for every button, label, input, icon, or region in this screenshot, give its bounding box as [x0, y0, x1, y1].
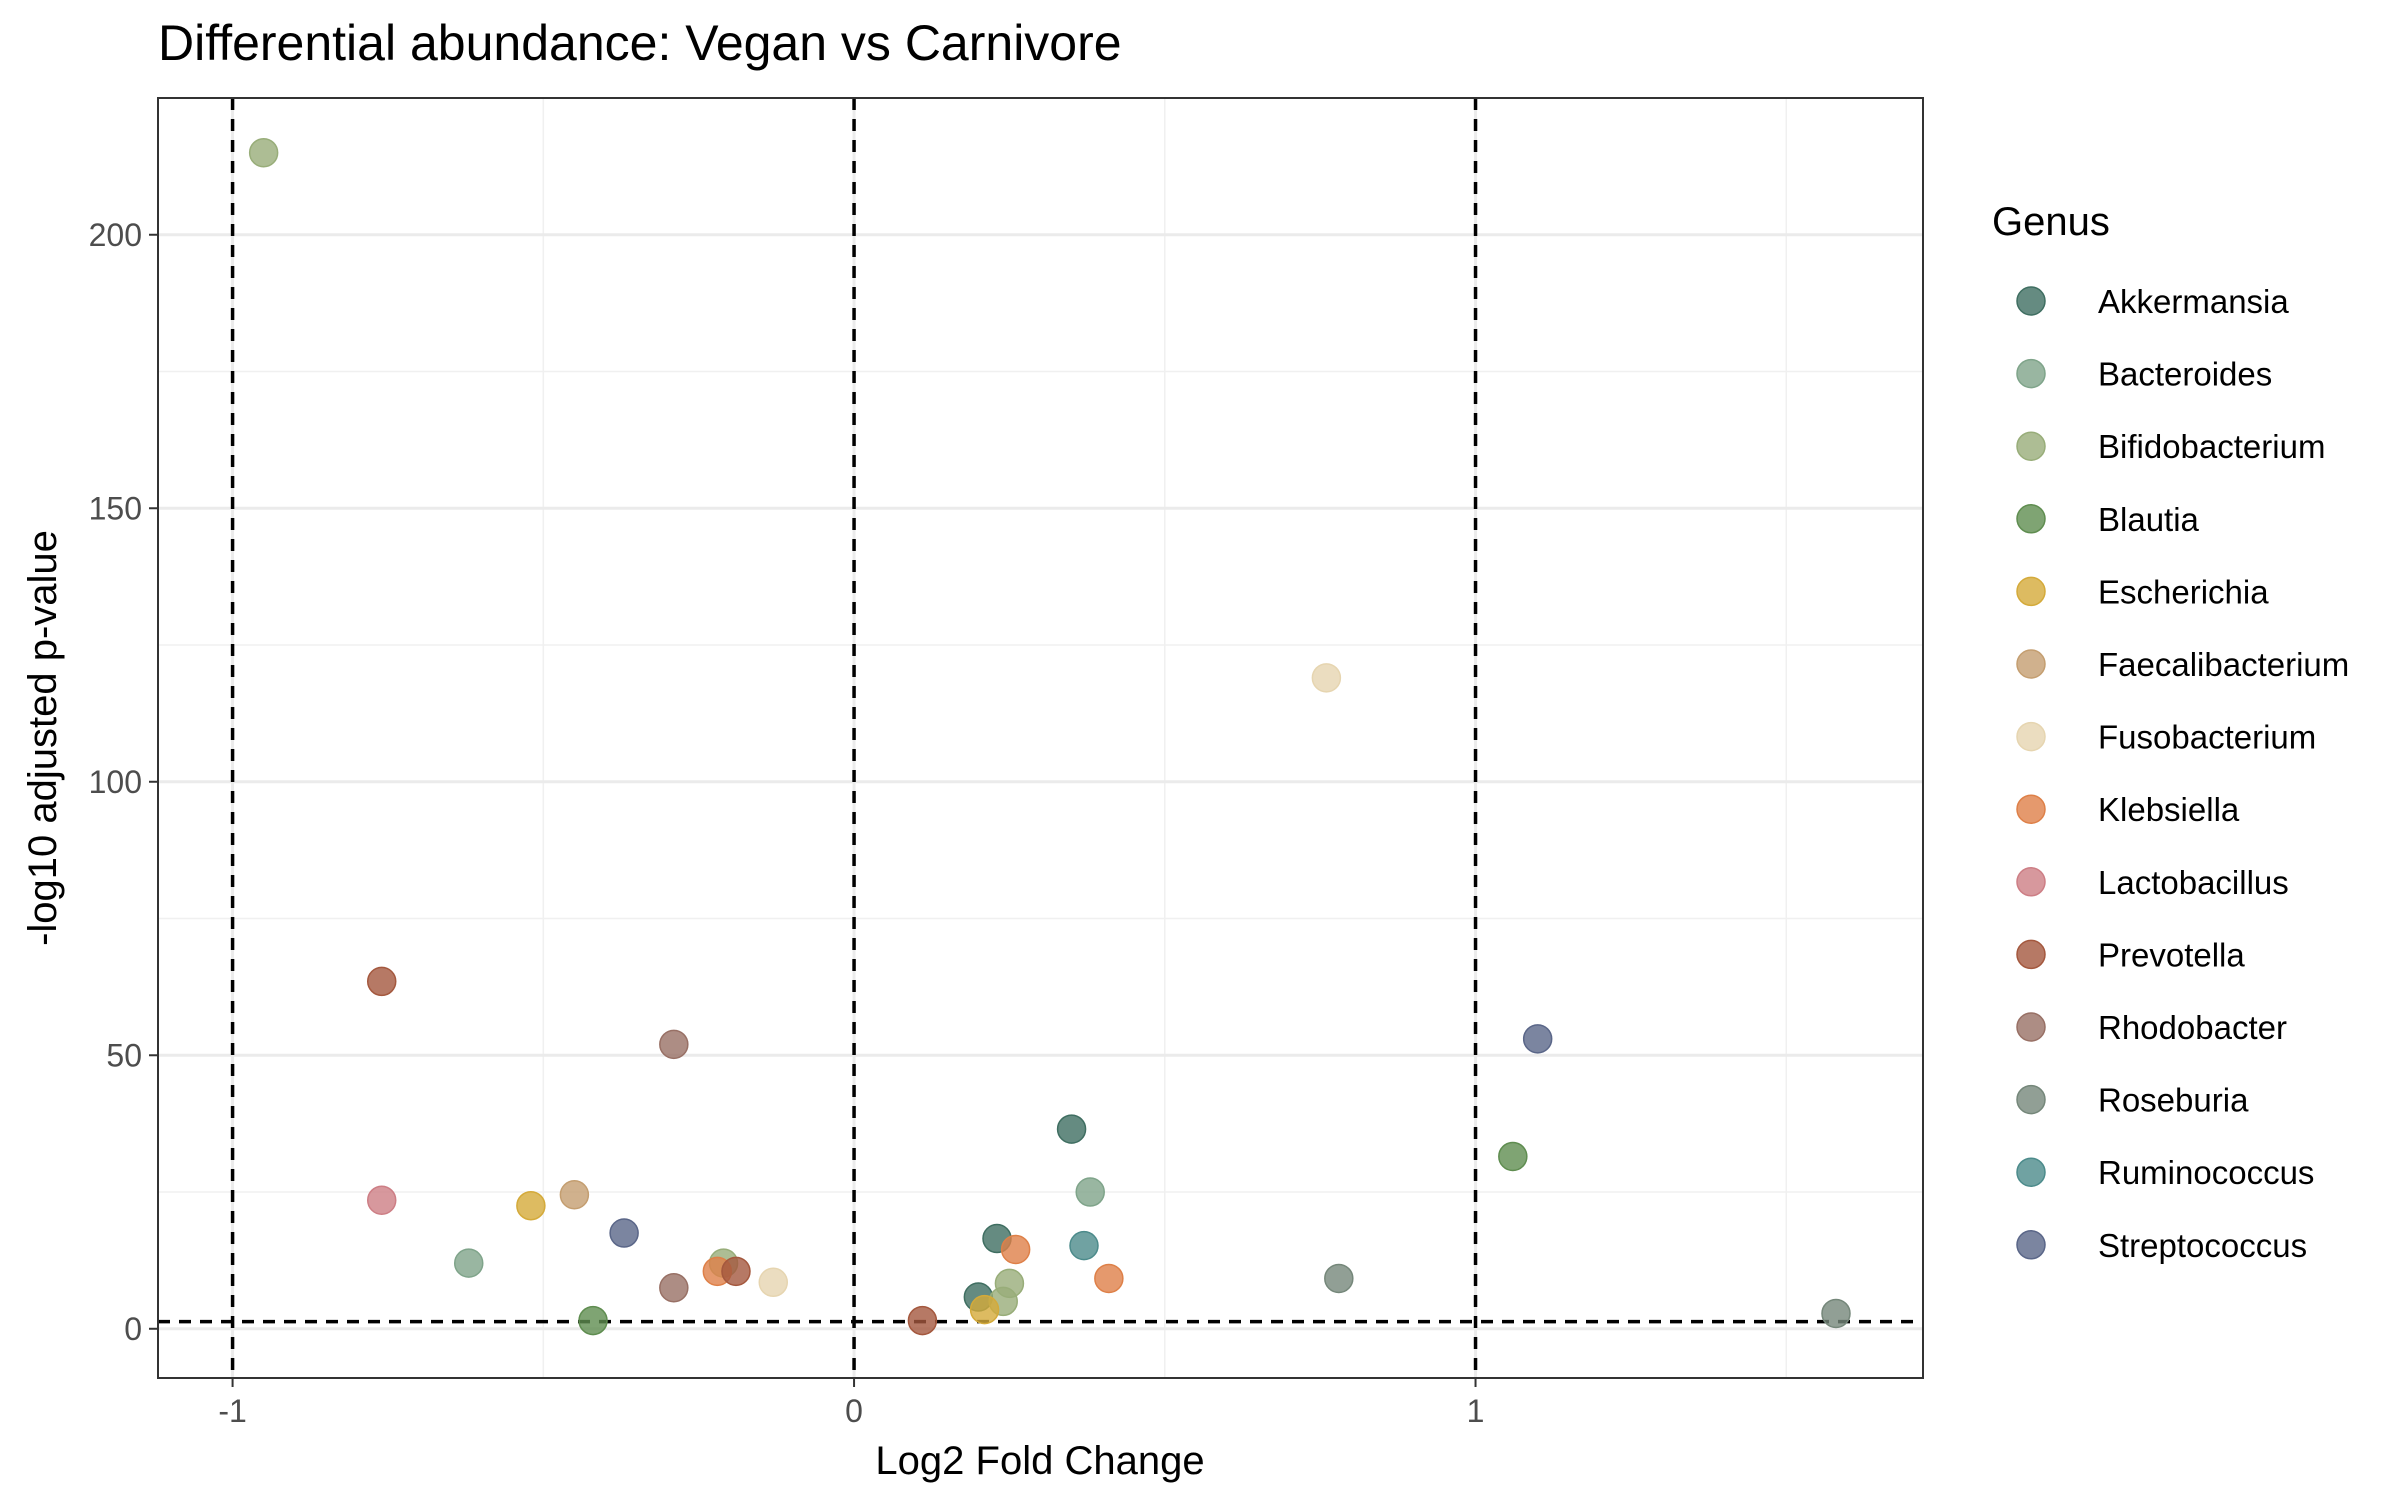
x-tick-label: 1 [1467, 1393, 1485, 1429]
legend-key [2016, 504, 2046, 534]
point-klebsiella [1094, 1263, 1124, 1294]
legend-key [2016, 1157, 2046, 1187]
grid-lines [158, 98, 1923, 1378]
point-blautia [1498, 1141, 1528, 1172]
point-escherichia [969, 1294, 1000, 1325]
data-points [248, 137, 1851, 1336]
legend-label: Lactobacillus [2098, 864, 2289, 901]
point-escherichia [516, 1190, 546, 1221]
legend-label: Escherichia [2098, 573, 2269, 610]
point-prevotella [366, 966, 397, 997]
threshold-lines [158, 98, 1923, 1378]
legend-key [2016, 867, 2046, 897]
legend-label: Prevotella [2098, 936, 2245, 973]
legend-label: Roseburia [2098, 1082, 2249, 1119]
legend-key [2016, 431, 2046, 461]
legend-key [2016, 1230, 2046, 1260]
point-roseburia [1324, 1263, 1354, 1294]
x-axis-title: Log2 Fold Change [875, 1439, 1204, 1483]
point-roseburia [1821, 1298, 1851, 1329]
point-fusobacterium [758, 1267, 789, 1298]
legend-label: Blautia [2098, 501, 2200, 538]
legend-label: Faecalibacterium [2098, 646, 2349, 683]
legend-title: Genus [1992, 200, 2110, 244]
point-klebsiella [1000, 1234, 1031, 1265]
point-bacteroides [453, 1248, 484, 1278]
point-rhodobacter [659, 1029, 689, 1060]
point-fusobacterium [1311, 663, 1342, 693]
legend: Genus Akkermansia Bacteroides Bifidobacter… [1992, 200, 2349, 1264]
y-axis-ticks: 0 50 100 150 200 [89, 217, 158, 1347]
y-tick-label: 150 [89, 490, 142, 526]
legend-key [2016, 358, 2046, 389]
y-axis-title: -log10 adjusted p-value [21, 530, 65, 946]
legend-key [2016, 794, 2046, 824]
legend-key [2016, 1084, 2046, 1115]
legend-key [2016, 286, 2046, 316]
legend-key [2016, 576, 2046, 607]
y-tick-label: 100 [89, 764, 142, 800]
legend-key [2016, 721, 2046, 752]
point-streptococcus [609, 1218, 639, 1248]
point-akkermansia [1056, 1114, 1087, 1144]
x-tick-label: -1 [218, 1393, 246, 1429]
point-lactobacillus [366, 1185, 397, 1215]
legend-key [2016, 939, 2046, 970]
point-prevotella [721, 1256, 751, 1287]
legend-label: Fusobacterium [2098, 719, 2316, 756]
legend-label: Akkermansia [2098, 283, 2289, 320]
legend-label: Bifidobacterium [2098, 428, 2325, 465]
point-blautia [578, 1305, 608, 1336]
point-bacteroides [1075, 1177, 1105, 1207]
point-rhodobacter [659, 1272, 689, 1303]
x-tick-label: 0 [845, 1393, 863, 1429]
x-axis-ticks: -1 0 1 [218, 1378, 1484, 1429]
legend-label: Ruminococcus [2098, 1154, 2314, 1191]
plot-panel-border [157, 97, 1924, 1379]
point-bifidobacterium [248, 137, 279, 168]
y-tick-label: 0 [124, 1311, 142, 1347]
point-ruminococcus [1069, 1230, 1099, 1261]
legend-label: Bacteroides [2098, 356, 2272, 393]
legend-label: Rhodobacter [2098, 1009, 2287, 1046]
y-tick-label: 200 [89, 217, 142, 253]
point-faecalibacterium [559, 1180, 590, 1210]
chart-title: Differential abundance: Vegan vs Carnivo… [158, 15, 1122, 71]
y-tick-label: 50 [106, 1037, 142, 1073]
point-prevotella [907, 1305, 938, 1336]
legend-label: Klebsiella [2098, 791, 2240, 828]
legend-key [2016, 1012, 2046, 1042]
point-streptococcus [1522, 1024, 1553, 1054]
legend-key [2016, 649, 2046, 679]
legend-label: Streptococcus [2098, 1227, 2307, 1264]
